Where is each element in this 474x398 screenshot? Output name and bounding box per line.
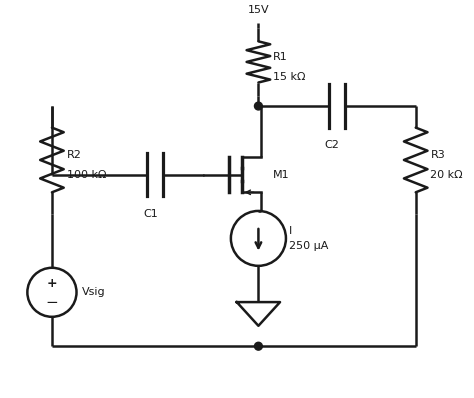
Text: R3: R3 [430, 150, 445, 160]
Text: +: + [46, 277, 57, 290]
Text: −: − [46, 295, 58, 310]
Text: 20 kΩ: 20 kΩ [430, 170, 463, 179]
Text: R2: R2 [67, 150, 82, 160]
Circle shape [255, 102, 262, 110]
Text: 250 μA: 250 μA [289, 241, 328, 251]
Text: R1: R1 [273, 52, 288, 62]
Text: C1: C1 [143, 209, 158, 219]
Text: 15 kΩ: 15 kΩ [273, 72, 306, 82]
Text: Vsig: Vsig [82, 287, 105, 297]
Text: 15V: 15V [247, 5, 269, 15]
Text: M1: M1 [273, 170, 290, 179]
Text: 100 kΩ: 100 kΩ [67, 170, 106, 179]
Circle shape [255, 342, 262, 350]
Text: C2: C2 [325, 140, 339, 150]
Text: I: I [289, 226, 292, 236]
